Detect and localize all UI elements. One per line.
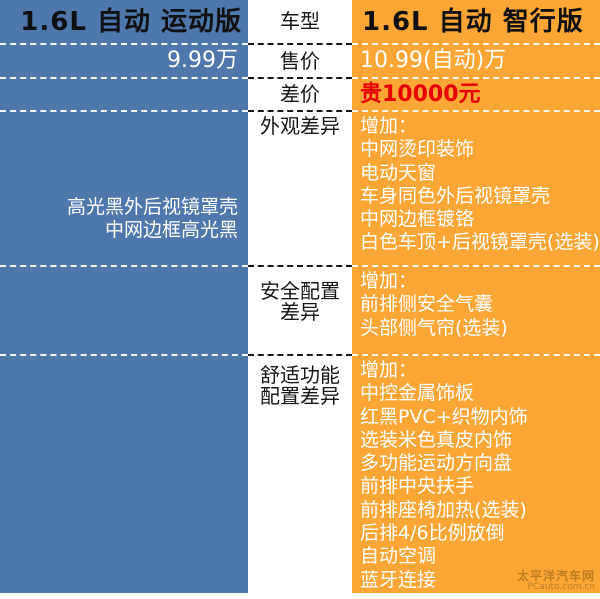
safety-added-heading: 增加： bbox=[360, 270, 418, 292]
comfort-added-feature: 前排座椅加热(选装) bbox=[360, 498, 527, 521]
row-label-safety: 安全配置 差异 bbox=[260, 279, 340, 324]
price-zhixing-value: 10.99(自动)万 bbox=[360, 48, 507, 73]
appearance-added-feature: 电动天窗 bbox=[360, 161, 437, 184]
row-label-model-cell: 车型 bbox=[248, 0, 352, 43]
comfort-added-feature: 自动空调 bbox=[360, 545, 437, 568]
price-sport-value: 9.99万 bbox=[167, 48, 238, 73]
appearance-added-feature: 白色车顶+后视镜罩壳(选装) bbox=[360, 231, 600, 254]
row-label-appearance-cell: 外观差异 bbox=[248, 110, 352, 265]
comfort-added-feature: 多功能运动方向盘 bbox=[360, 452, 513, 475]
row-label-price-cell: 售价 bbox=[248, 43, 352, 77]
safety-added-feature: 头部侧气帘(选装) bbox=[360, 316, 508, 339]
row-label-appearance: 外观差异 bbox=[260, 114, 340, 138]
model-header-sport: 1.6L 自动 运动版 bbox=[20, 6, 242, 37]
watermark: 太平洋汽车网 PCauto.com.cn bbox=[517, 570, 595, 592]
comfort-zhixing-cell: 增加： 中控金属饰板 红黑PVC+织物内饰 选装米色真皮内饰 多功能运动方向盘 … bbox=[352, 354, 600, 593]
row-label-pricediff: 差价 bbox=[280, 82, 320, 106]
row-label-safety-cell: 安全配置 差异 bbox=[248, 265, 352, 354]
comfort-added-feature: 中控金属饰板 bbox=[360, 382, 475, 405]
appearance-added-feature: 车身同色外后视镜罩壳 bbox=[360, 184, 551, 207]
model-header-sport-cell: 1.6L 自动 运动版 bbox=[0, 0, 248, 43]
row-label-pricediff-cell: 差价 bbox=[248, 77, 352, 110]
comfort-added-feature: 蓝牙连接 bbox=[360, 568, 437, 591]
appearance-sport-cell: 高光黑外后视镜罩壳 中网边框高光黑 bbox=[0, 110, 248, 265]
row-label-price: 售价 bbox=[280, 48, 320, 73]
model-header-zhixing-cell: 1.6L 自动 智行版 bbox=[352, 0, 600, 43]
appearance-added-feature: 中网边框镀铬 bbox=[360, 208, 475, 231]
row-label-model: 车型 bbox=[280, 9, 320, 33]
watermark-site-url: PCauto.com.cn bbox=[527, 581, 595, 592]
model-header-zhixing: 1.6L 自动 智行版 bbox=[362, 6, 584, 37]
appearance-added-feature: 中网烫印装饰 bbox=[360, 138, 475, 161]
comfort-added-heading: 增加： bbox=[360, 359, 418, 381]
row-label-comfort: 舒适功能 配置差异 bbox=[260, 363, 340, 408]
appearance-sport-feature: 中网边框高光黑 bbox=[104, 219, 238, 242]
pricediff-value: 贵10000元 bbox=[360, 81, 481, 107]
row-label-comfort-cell: 舒适功能 配置差异 bbox=[248, 354, 352, 593]
price-zhixing-cell: 10.99(自动)万 bbox=[352, 43, 600, 77]
appearance-added-heading: 增加： bbox=[360, 115, 418, 137]
appearance-zhixing-cell: 增加： 中网烫印装饰 电动天窗 车身同色外后视镜罩壳 中网边框镀铬 白色车顶+后… bbox=[352, 110, 600, 265]
safety-added-feature: 前排侧安全气囊 bbox=[360, 293, 494, 316]
comfort-added-feature: 红黑PVC+织物内饰 bbox=[360, 405, 528, 428]
safety-sport-cell bbox=[0, 265, 248, 354]
comfort-sport-cell bbox=[0, 354, 248, 593]
comfort-added-feature: 选装米色真皮内饰 bbox=[360, 428, 513, 451]
pricediff-zhixing-cell: 贵10000元 bbox=[352, 77, 600, 110]
pricediff-sport-cell bbox=[0, 77, 248, 110]
bottom-margin bbox=[0, 593, 600, 599]
comfort-added-feature: 前排中央扶手 bbox=[360, 475, 475, 498]
price-sport-cell: 9.99万 bbox=[0, 43, 248, 77]
safety-zhixing-cell: 增加： 前排侧安全气囊 头部侧气帘(选装) bbox=[352, 265, 600, 354]
appearance-sport-feature: 高光黑外后视镜罩壳 bbox=[66, 196, 238, 218]
watermark-site-name: 太平洋汽车网 bbox=[516, 568, 595, 583]
comfort-added-feature: 后排4/6比例放倒 bbox=[360, 522, 505, 545]
